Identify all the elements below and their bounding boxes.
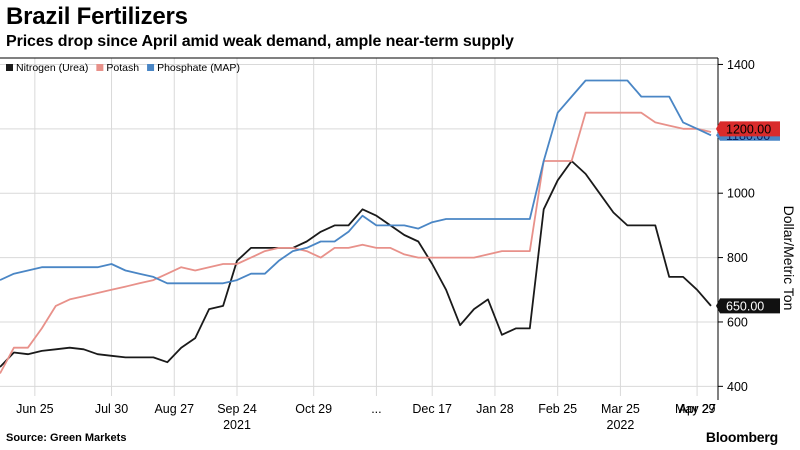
series-line-potash [0, 111, 712, 374]
series-line-phosphate-map [0, 79, 712, 285]
end-label-red: 1200.00 [716, 121, 780, 137]
legend-label-0: Nitrogen (Urea) [16, 62, 88, 74]
x-year-label-0: 2021 [223, 418, 251, 432]
axis-lines [0, 57, 723, 400]
x-tick-label-1: Jul 30 [95, 402, 128, 416]
x-tick-label-6: Dec 17 [412, 402, 452, 416]
x-tick-label-9: Mar 25 [601, 402, 640, 416]
y-axis-label: Dollar/Metric Ton [781, 206, 797, 311]
y-tick-label-5: 1400 [727, 58, 755, 72]
series-line-nitrogen-urea [0, 160, 712, 368]
legend-swatch-1 [96, 64, 104, 71]
x-tick-label-0: Jun 25 [16, 402, 54, 416]
x-tick-label-7: Jan 28 [476, 402, 514, 416]
legend: Nitrogen (Urea) Potash Phosphate (MAP) [6, 62, 240, 74]
x-tick-label-11: May 27 [675, 402, 716, 416]
x-tick-label-3: Sep 24 [217, 402, 257, 416]
legend-label-1: Potash [106, 62, 139, 74]
x-tick-label-2: Aug 27 [154, 402, 194, 416]
legend-swatch-0 [6, 64, 13, 71]
y-tick-label-3: 1000 [727, 187, 755, 201]
chart-subtitle: Prices drop since April amid weak demand… [6, 33, 514, 50]
legend-swatch-2 [147, 64, 155, 71]
y-tick-label-1: 600 [727, 315, 748, 329]
x-tick-label-10: Apr 29 [679, 402, 716, 416]
x-tick-label-8: Feb 25 [538, 402, 577, 416]
end-label-black: 650.00 [716, 298, 780, 314]
series-lines [0, 79, 712, 374]
x-tick-label-4: Oct 29 [295, 402, 332, 416]
y-tick-label-0: 400 [727, 380, 748, 394]
x-year-label-1: 2022 [607, 418, 635, 432]
bloomberg-logo: Bloomberg [705, 429, 778, 445]
x-tick-label-5: ... [371, 402, 381, 416]
legend-label-2: Phosphate (MAP) [157, 62, 240, 74]
y-tick-labels: 400600800100012001400 [727, 58, 755, 394]
chart-title: Brazil Fertilizers [6, 3, 188, 30]
end-label-box-red [716, 121, 780, 137]
y-tick-label-2: 800 [727, 251, 748, 265]
end-label-box-black [716, 298, 780, 314]
source-note: Source: Green Markets [6, 432, 127, 444]
x-tick-labels: Jun 25 Jul 30 Aug 27 Sep 24 Oct 29... Dec 17 J… [16, 402, 716, 432]
grid-lines [0, 58, 718, 396]
end-label-text-black: 650.00 [726, 299, 764, 313]
end-label-text-red: 1200.00 [726, 122, 771, 136]
